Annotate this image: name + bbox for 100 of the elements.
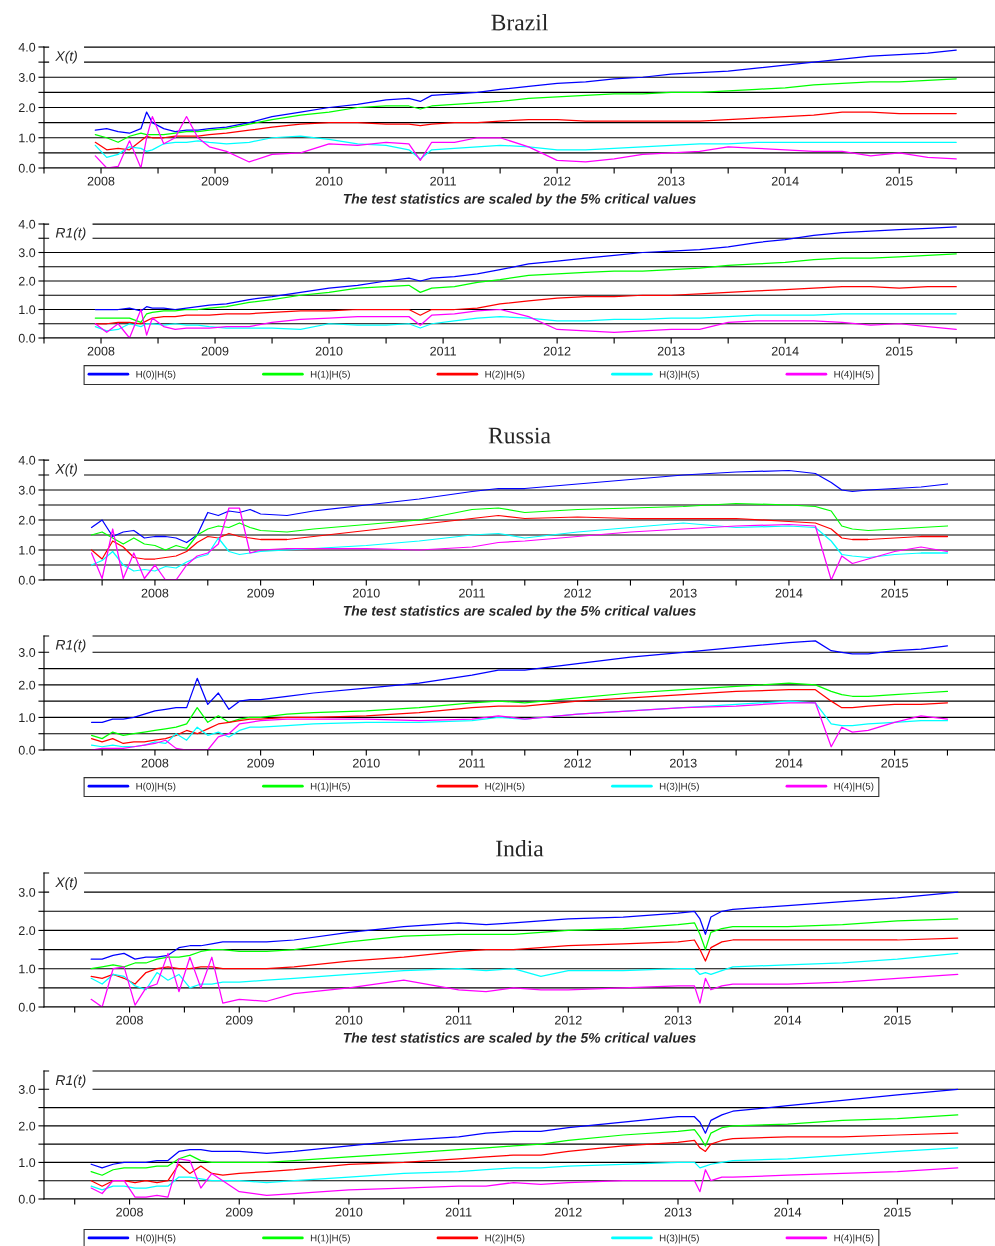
legend-label: H(4)|H(5) — [834, 1234, 874, 1244]
x-tick-label: 2010 — [315, 346, 343, 356]
annotation: R1(t) — [55, 227, 86, 241]
legend-label: H(1)|H(5) — [310, 370, 350, 380]
annotation: X(t) — [55, 463, 77, 477]
x-tick-label: 2015 — [885, 346, 913, 356]
line-series — [90, 522, 949, 572]
x-tick-label: 2012 — [564, 758, 591, 768]
legend-label: H(0)|H(5) — [136, 782, 176, 792]
legend-label: H(1)|H(5) — [310, 782, 350, 792]
line-series — [90, 502, 949, 551]
x-tick-label: 2015 — [884, 1207, 911, 1217]
x-tick-label: 2015 — [881, 758, 908, 768]
line-series — [90, 1114, 959, 1176]
y-tick-label: 3.0 — [18, 648, 36, 657]
x-tick-label: 2012 — [555, 1015, 582, 1025]
y-tick-label: 0.0 — [18, 1002, 36, 1012]
x-tick-label: 2014 — [771, 176, 799, 186]
legend-label: H(3)|H(5) — [659, 370, 699, 380]
line-series — [94, 111, 957, 151]
legend-label: H(2)|H(5) — [485, 370, 525, 380]
x-tick-label: 2011 — [430, 176, 456, 186]
line-series — [90, 507, 949, 580]
x-tick-label: 2013 — [657, 346, 685, 356]
y-tick-label: 1.0 — [19, 305, 36, 315]
x-tick-label: 2009 — [247, 758, 274, 768]
legend-label: H(4)|H(5) — [834, 782, 874, 792]
y-tick-label: 3.0 — [18, 73, 36, 82]
annotation: R1(t) — [55, 1074, 86, 1088]
x-tick-label: 2011 — [445, 1207, 472, 1217]
y-tick-label: 4.0 — [18, 42, 36, 52]
line-series — [94, 78, 957, 143]
x-tick-label: 2013 — [664, 1015, 692, 1025]
y-tick-label: 3.0 — [18, 248, 36, 258]
x-tick-label: 2011 — [430, 346, 456, 356]
legend-label: H(0)|H(5) — [136, 370, 176, 380]
x-tick-label: 2008 — [141, 588, 169, 598]
x-tick-label: 2009 — [201, 346, 229, 356]
line-series — [90, 1088, 959, 1169]
annotation: R1(t) — [55, 639, 86, 653]
x-tick-label: 2008 — [141, 758, 169, 768]
y-tick-label: 2.0 — [18, 276, 36, 286]
x-tick-label: 2009 — [225, 1015, 253, 1025]
line-series — [90, 952, 959, 1007]
line-series — [90, 640, 949, 723]
x-tick-label: 2008 — [116, 1015, 143, 1025]
y-tick-label: 1.0 — [19, 713, 36, 723]
line-series — [90, 1132, 959, 1187]
legend-label: H(2)|H(5) — [485, 1234, 525, 1244]
line-series — [94, 313, 957, 332]
annotation: X(t) — [55, 877, 77, 890]
chart-title: Russia — [488, 427, 551, 444]
x-tick-label: 2010 — [335, 1207, 363, 1217]
line-series — [94, 308, 957, 338]
line-series — [90, 937, 959, 985]
y-tick-label: 4.0 — [18, 219, 36, 229]
line-series — [94, 49, 957, 134]
x-tick-label: 2010 — [315, 176, 343, 186]
y-tick-label: 1.0 — [19, 964, 36, 974]
y-tick-label: 0.0 — [18, 745, 36, 755]
x-tick-label: 2013 — [657, 176, 685, 186]
line-series — [90, 1158, 959, 1198]
legend-label: H(3)|H(5) — [659, 1234, 699, 1244]
x-tick-label: 2014 — [774, 1015, 802, 1025]
x-tick-label: 2009 — [225, 1207, 253, 1217]
y-tick-label: 3.0 — [18, 887, 36, 897]
x-tick-label: 2011 — [459, 758, 485, 768]
x-tick-label: 2008 — [116, 1207, 143, 1217]
line-series — [94, 135, 957, 160]
line-series — [94, 286, 957, 325]
x-tick-label: 2010 — [353, 588, 380, 598]
y-tick-label: 2.0 — [18, 680, 36, 690]
x-tick-label: 2011 — [459, 588, 485, 598]
x-tick-label: 2014 — [774, 1207, 802, 1217]
x-tick-label: 2014 — [775, 758, 803, 768]
y-tick-label: 0.0 — [18, 1194, 36, 1204]
y-tick-label: 2.0 — [18, 1121, 36, 1131]
x-tick-label: 2008 — [87, 346, 115, 356]
line-series — [90, 689, 949, 745]
y-tick-label: 0.0 — [18, 575, 36, 585]
x-tick-label: 2008 — [87, 176, 115, 186]
x-tick-label: 2015 — [885, 176, 913, 186]
y-tick-label: 4.0 — [18, 455, 36, 465]
line-series — [90, 514, 949, 560]
legend-label: H(4)|H(5) — [834, 370, 874, 380]
line-series — [90, 952, 959, 991]
y-tick-label: 3.0 — [18, 485, 36, 495]
x-tick-label: 2015 — [881, 588, 908, 598]
legend-label: H(2)|H(5) — [485, 782, 525, 792]
x-tick-label: 2013 — [670, 758, 697, 768]
y-tick-label: 1.0 — [19, 545, 36, 555]
x-tick-label: 2015 — [884, 1015, 911, 1025]
x-tick-label: 2012 — [543, 346, 571, 356]
line-series — [94, 226, 957, 312]
line-series — [90, 891, 959, 960]
y-tick-label: 2.0 — [18, 103, 36, 113]
y-tick-label: 0.0 — [18, 333, 36, 343]
x-tick-label: 2014 — [775, 588, 803, 598]
x-tick-label: 2010 — [335, 1015, 363, 1025]
chart-title: India — [496, 839, 544, 857]
